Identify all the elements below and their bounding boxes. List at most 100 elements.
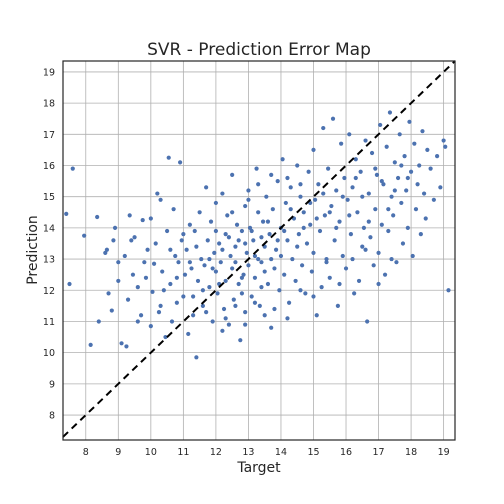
data-point bbox=[223, 316, 228, 321]
data-point bbox=[378, 122, 383, 128]
x-tick-label: 18 bbox=[405, 447, 417, 458]
data-point bbox=[353, 175, 358, 181]
data-point bbox=[319, 285, 324, 290]
data-point bbox=[405, 175, 410, 181]
data-point bbox=[400, 241, 406, 246]
data-point bbox=[321, 125, 326, 131]
data-point bbox=[402, 154, 407, 159]
data-point bbox=[265, 281, 271, 287]
data-point bbox=[361, 225, 367, 230]
y-tick-label: 14 bbox=[43, 223, 55, 234]
data-point bbox=[130, 272, 136, 277]
data-point bbox=[181, 294, 186, 299]
data-point bbox=[124, 344, 129, 349]
data-point bbox=[148, 324, 153, 329]
data-point bbox=[425, 147, 430, 153]
data-point bbox=[417, 163, 422, 168]
data-point bbox=[230, 172, 235, 177]
x-tick-labels: 8 9 10 11 12 13 14 15 16 17 18 19 bbox=[83, 447, 450, 458]
data-point bbox=[280, 157, 285, 162]
data-point bbox=[220, 191, 225, 196]
data-point bbox=[418, 232, 423, 237]
data-point bbox=[350, 256, 355, 262]
y-tick-label: 9 bbox=[49, 379, 55, 390]
data-point bbox=[278, 253, 284, 259]
data-point bbox=[145, 247, 150, 252]
data-point bbox=[247, 225, 253, 230]
data-point bbox=[376, 250, 381, 255]
data-point bbox=[213, 269, 218, 274]
y-tick-label: 11 bbox=[43, 317, 55, 328]
data-point bbox=[200, 303, 205, 308]
data-point bbox=[405, 225, 410, 230]
data-point bbox=[337, 281, 342, 287]
data-point bbox=[181, 232, 186, 237]
data-point bbox=[360, 194, 365, 199]
y-tick-labels: 8 9 10 11 12 13 14 15 16 17 18 19 bbox=[43, 67, 55, 421]
x-tick-label: 11 bbox=[177, 447, 189, 458]
data-point bbox=[143, 275, 149, 280]
data-point bbox=[311, 147, 316, 153]
data-point bbox=[352, 291, 357, 296]
data-point bbox=[171, 207, 176, 212]
data-point bbox=[392, 160, 397, 165]
data-point bbox=[230, 266, 235, 271]
data-point bbox=[335, 303, 340, 308]
data-point bbox=[204, 310, 209, 315]
data-point bbox=[373, 166, 378, 171]
x-tick-label: 8 bbox=[83, 447, 89, 458]
data-point bbox=[210, 319, 215, 324]
data-point bbox=[308, 222, 313, 227]
data-point bbox=[264, 194, 269, 199]
data-point bbox=[395, 175, 401, 181]
data-point bbox=[103, 250, 108, 255]
data-point bbox=[246, 263, 251, 268]
data-point bbox=[290, 256, 295, 262]
data-point bbox=[254, 166, 259, 171]
data-point bbox=[350, 185, 355, 190]
y-tick-label: 10 bbox=[43, 348, 55, 359]
data-point bbox=[138, 313, 144, 318]
data-point bbox=[334, 188, 339, 193]
y-tick-label: 16 bbox=[43, 161, 55, 172]
data-point bbox=[327, 210, 332, 215]
data-point bbox=[296, 232, 301, 237]
data-point bbox=[272, 266, 277, 271]
data-point bbox=[321, 191, 326, 196]
data-point bbox=[415, 182, 420, 187]
data-point bbox=[155, 191, 160, 196]
data-point bbox=[295, 163, 300, 168]
data-point bbox=[324, 256, 329, 262]
data-point bbox=[256, 182, 261, 187]
data-point bbox=[421, 191, 427, 196]
data-point bbox=[326, 166, 331, 171]
data-point bbox=[210, 266, 215, 271]
data-point bbox=[301, 225, 306, 230]
data-point bbox=[132, 235, 137, 240]
data-point bbox=[371, 263, 376, 268]
data-point bbox=[373, 207, 378, 212]
data-point bbox=[438, 185, 443, 190]
data-point bbox=[397, 132, 402, 137]
data-point bbox=[293, 278, 298, 284]
data-point bbox=[374, 172, 380, 177]
data-point bbox=[249, 294, 254, 299]
data-point bbox=[399, 200, 404, 206]
data-point bbox=[309, 269, 314, 274]
data-point bbox=[178, 160, 183, 165]
data-point bbox=[262, 313, 267, 318]
data-point bbox=[239, 228, 245, 234]
data-point bbox=[347, 213, 352, 218]
x-tick-label: 17 bbox=[373, 447, 385, 458]
data-point bbox=[200, 288, 205, 293]
data-point bbox=[202, 263, 207, 268]
x-tick-label: 12 bbox=[210, 447, 222, 458]
data-point bbox=[384, 144, 389, 149]
data-point bbox=[246, 188, 251, 193]
data-point bbox=[420, 129, 425, 134]
data-point bbox=[192, 228, 197, 234]
data-point bbox=[64, 211, 69, 216]
data-point bbox=[267, 232, 272, 237]
y-tick-label: 13 bbox=[43, 255, 55, 266]
data-point bbox=[179, 238, 184, 243]
